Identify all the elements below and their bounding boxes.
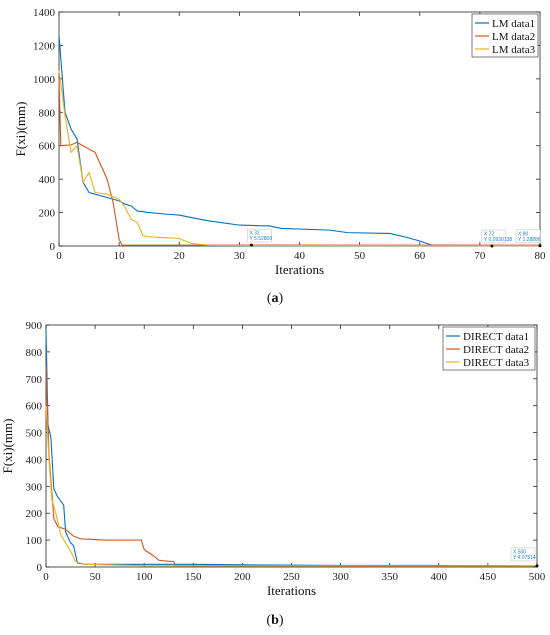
datatip-x: X 72 [484, 231, 495, 237]
x-tick-label: 250 [283, 571, 300, 583]
x-tick-label: 80 [535, 250, 547, 262]
datatip-box [247, 228, 272, 243]
x-tick-label: 0 [43, 571, 49, 583]
y-tick-label: 200 [39, 208, 56, 220]
y-axis-label: F(xi)(mm) [13, 102, 28, 157]
legend-label-1: DIRECT data1 [463, 331, 529, 343]
datatip-box [510, 547, 536, 562]
x-tick-label: 20 [174, 250, 186, 262]
y-tick-label: 1200 [33, 40, 56, 52]
y-tick-label: 500 [26, 428, 43, 440]
x-tick-label: 200 [234, 571, 251, 583]
y-tick-label: 1000 [33, 74, 56, 86]
x-tick-label: 450 [480, 571, 497, 583]
y-tick-label: 600 [26, 401, 43, 413]
y-tick-label: 1400 [33, 7, 56, 19]
y-tick-label: 0 [37, 562, 43, 574]
x-tick-label: 350 [381, 571, 398, 583]
x-tick-label: 70 [474, 250, 486, 262]
datatip-x: X 500 [513, 549, 526, 555]
y-tick-label: 800 [39, 107, 56, 119]
series-line-3 [45, 405, 537, 567]
series-line-2 [45, 365, 538, 567]
x-tick-label: 30 [234, 250, 246, 262]
datatip-marker [538, 244, 542, 248]
y-tick-label: 400 [26, 454, 43, 466]
caption-b: (b) [266, 613, 283, 628]
y-tick-label: 0 [50, 241, 56, 253]
y-tick-label: 200 [26, 508, 43, 520]
datatip: X 72Y 0.0930138 [481, 229, 512, 248]
legend-label-3: LM data3 [492, 44, 536, 56]
datatip: X 32Y 5.52809 [247, 228, 272, 247]
x-axis-label: Iterations [275, 262, 324, 277]
datatip: X 80Y 1.28886 [515, 229, 542, 248]
y-tick-label: 100 [26, 535, 43, 547]
legend-label-1: LM data1 [492, 18, 535, 30]
datatip-y: Y 1.28886 [518, 237, 541, 243]
legend-label-2: DIRECT data2 [463, 344, 529, 356]
legend-label-3: DIRECT data3 [463, 357, 530, 369]
x-tick-label: 40 [294, 250, 306, 262]
plot-area [58, 11, 541, 247]
datatip-box [515, 229, 541, 244]
datatip-marker [490, 244, 494, 248]
chart-b: 0 50 100 150 200 250 300 350 400 450 500 0 100 200 300… [0, 320, 546, 598]
y-axis-label: F(xi)(mm) [0, 419, 15, 474]
datatip-box [481, 229, 507, 244]
x-tick-label: 300 [332, 571, 349, 583]
legend-label-2: LM data2 [492, 31, 535, 43]
datatip-x: X 80 [518, 231, 529, 237]
series-line-1 [58, 35, 541, 247]
x-axis-label: Iterations [267, 583, 316, 598]
y-tick-label: 300 [26, 481, 43, 493]
datatip-y: Y 4.07514 [513, 555, 536, 561]
x-tick-label: 50 [90, 571, 102, 583]
series-line-3 [58, 70, 541, 247]
x-tick-label: 150 [185, 571, 202, 583]
datatip-y: Y 0.0930138 [484, 237, 512, 243]
datatip-marker [535, 564, 539, 568]
caption-a: (a) [267, 291, 284, 306]
series-line-2 [58, 78, 541, 246]
y-tick-label: 800 [26, 347, 43, 359]
x-tick-label: 500 [529, 571, 546, 583]
x-tick-label: 0 [56, 250, 62, 262]
x-tick-label: 400 [431, 571, 448, 583]
x-tick-label: 10 [114, 250, 126, 262]
datatip-marker [249, 243, 253, 247]
x-tick-label: 50 [354, 250, 366, 262]
y-tick-label: 600 [39, 141, 56, 153]
chart-a: 0 10 20 30 40 50 60 70 8002004006008001000120014… [13, 7, 546, 277]
x-tick-label: 60 [414, 250, 426, 262]
x-tick-label: 100 [136, 571, 153, 583]
datatip-y: Y 5.52809 [249, 236, 272, 242]
y-tick-label: 700 [26, 374, 43, 386]
datatip-x: X 32 [249, 231, 260, 237]
y-tick-label: 900 [26, 320, 43, 332]
y-tick-label: 400 [39, 174, 56, 186]
